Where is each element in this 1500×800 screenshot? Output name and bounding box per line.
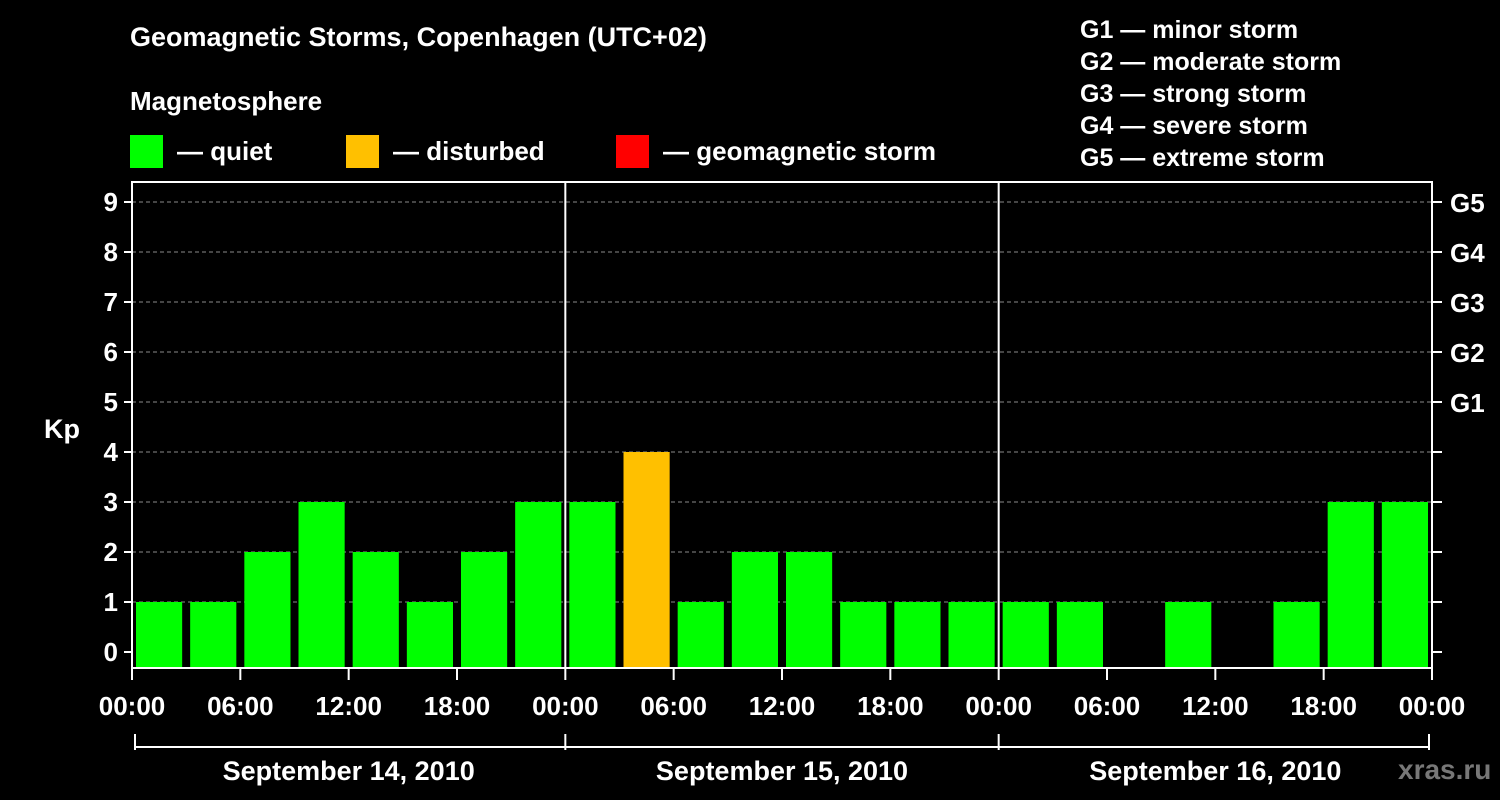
- day-label: September 16, 2010: [1089, 756, 1341, 786]
- x-tick-label: 12:00: [749, 691, 816, 721]
- kp-bar: [1056, 602, 1103, 668]
- x-tick-label: 18:00: [1290, 691, 1357, 721]
- right-axis-label: G2: [1450, 338, 1485, 368]
- x-tick-label: 00:00: [99, 691, 166, 721]
- kp-bar: [569, 502, 616, 668]
- storm-level-g4: G4 — severe storm: [1080, 112, 1308, 140]
- kp-bar: [623, 452, 670, 668]
- x-tick-label: 12:00: [315, 691, 382, 721]
- kp-bar: [840, 602, 887, 668]
- day-label: September 14, 2010: [223, 756, 475, 786]
- y-tick-label: 8: [104, 237, 118, 267]
- x-tick-label: 06:00: [640, 691, 707, 721]
- legend-label-disturbed: — disturbed: [393, 135, 545, 166]
- y-tick-label: 4: [104, 437, 119, 467]
- storm-level-g5: G5 — extreme storm: [1080, 144, 1325, 172]
- kp-bar: [1327, 502, 1374, 668]
- y-axis-label: Kp: [44, 414, 80, 444]
- legend-label-quiet: — quiet: [177, 135, 273, 166]
- y-tick-label: 9: [104, 187, 118, 217]
- right-axis-label: G1: [1450, 388, 1485, 418]
- y-tick-label: 2: [104, 537, 118, 567]
- day-label: September 15, 2010: [656, 756, 908, 786]
- storm-level-g3: G3 — strong storm: [1080, 80, 1307, 108]
- x-tick-label: 00:00: [532, 691, 599, 721]
- kp-bar: [1273, 602, 1320, 668]
- chart-title: Geomagnetic Storms, Copenhagen (UTC+02): [130, 22, 707, 52]
- kp-bar: [1002, 602, 1049, 668]
- x-tick-label: 18:00: [424, 691, 491, 721]
- magnetosphere-heading: Magnetosphere: [130, 86, 323, 116]
- x-tick-label: 00:00: [965, 691, 1032, 721]
- kp-bar: [677, 602, 724, 668]
- kp-bar: [190, 602, 237, 668]
- y-tick-label: 5: [104, 387, 118, 417]
- legend-swatch-disturbed: [346, 134, 379, 168]
- kp-bar: [1381, 502, 1428, 668]
- kp-bar: [298, 502, 345, 668]
- y-tick-label: 1: [104, 587, 118, 617]
- x-tick-label: 18:00: [857, 691, 924, 721]
- y-tick-label: 6: [104, 337, 118, 367]
- watermark: xras.ru: [1398, 754, 1492, 785]
- x-tick-label: 06:00: [207, 691, 274, 721]
- right-axis-label: G4: [1450, 238, 1485, 268]
- right-axis-label: G3: [1450, 288, 1485, 318]
- legend-swatch-storm: [616, 134, 649, 168]
- legend-label-storm: — geomagnetic storm: [663, 135, 937, 166]
- kp-bar: [352, 552, 399, 668]
- x-tick-label: 00:00: [1399, 691, 1466, 721]
- kp-bar: [406, 602, 453, 668]
- kp-bar: [1165, 602, 1212, 668]
- legend-storm: — geomagnetic storm: [616, 134, 936, 168]
- legend-disturbed: — disturbed: [346, 134, 545, 168]
- storm-level-g1: G1 — minor storm: [1080, 16, 1299, 44]
- kp-bar: [948, 602, 995, 668]
- kp-bar: [244, 552, 291, 668]
- kp-bar: [786, 552, 833, 668]
- x-tick-label: 12:00: [1182, 691, 1249, 721]
- y-tick-label: 3: [104, 487, 118, 517]
- storm-level-g2: G2 — moderate storm: [1080, 48, 1342, 76]
- y-tick-label: 0: [104, 637, 118, 667]
- kp-bar: [731, 552, 778, 668]
- kp-bar: [136, 602, 183, 668]
- y-tick-label: 7: [104, 287, 118, 317]
- legend-quiet: — quiet: [130, 134, 272, 168]
- storm-level-legend: G1 — minor storm G2 — moderate storm G3 …: [1080, 14, 1341, 174]
- legend-swatch-quiet: [130, 134, 163, 168]
- kp-bar: [461, 552, 508, 668]
- kp-bar: [894, 602, 941, 668]
- right-axis-label: G5: [1450, 188, 1485, 218]
- x-tick-label: 06:00: [1074, 691, 1141, 721]
- kp-bar: [515, 502, 562, 668]
